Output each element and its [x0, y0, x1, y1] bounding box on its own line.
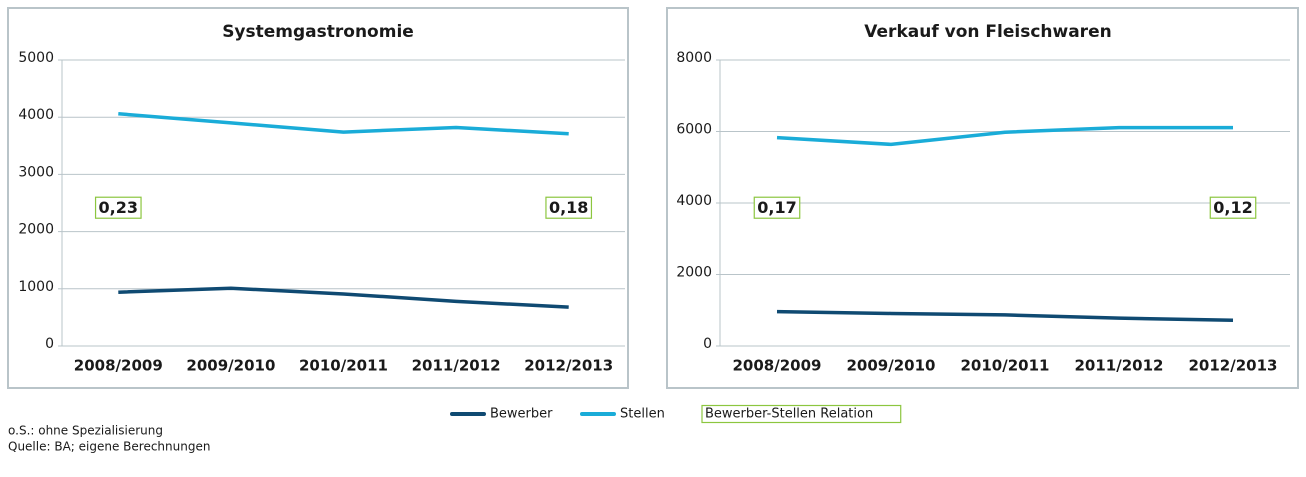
- x-tick-label: 2008/2009: [733, 357, 822, 375]
- x-tick-label: 2008/2009: [74, 357, 163, 375]
- relation-label-box: [1209, 196, 1257, 219]
- x-tick-label: 2011/2012: [412, 357, 501, 375]
- y-tick-label: 4000: [676, 193, 712, 209]
- chart-title: Systemgastronomie: [222, 22, 414, 42]
- y-tick-label: 0: [703, 336, 712, 352]
- x-tick-label: 2012/2013: [524, 357, 613, 375]
- legend-label: Bewerber-Stellen Relation: [705, 407, 873, 422]
- legend-label-box: [701, 404, 902, 424]
- series-line: [118, 286, 569, 309]
- footnote: Quelle: BA; eigene Berechnungen: [8, 440, 210, 454]
- x-tick-label: 2012/2013: [1189, 357, 1278, 375]
- x-tick-label: 2009/2010: [186, 357, 275, 375]
- series-line: [776, 309, 1234, 323]
- x-tick-label: 2009/2010: [847, 357, 936, 375]
- footnote: o.S.: ohne Spezialisierung: [8, 424, 163, 438]
- y-tick-label: 5000: [18, 50, 54, 66]
- series-line: [118, 112, 569, 136]
- relation-label-box: [545, 196, 593, 219]
- relation-label-box: [753, 196, 801, 219]
- y-tick-label: 3000: [18, 164, 54, 180]
- relation-label-box: [94, 196, 142, 219]
- relation-label: 0,17: [757, 198, 796, 217]
- x-tick-label: 2010/2011: [961, 357, 1050, 375]
- y-tick-label: 2000: [18, 222, 54, 238]
- x-tick-label: 2010/2011: [299, 357, 388, 375]
- chart-title: Verkauf von Fleischwaren: [864, 22, 1111, 42]
- y-tick-label: 1000: [18, 279, 54, 295]
- series-line: [776, 125, 1233, 147]
- y-tick-label: 6000: [676, 122, 712, 138]
- relation-label: 0,12: [1213, 198, 1252, 217]
- legend-label: Stellen: [620, 407, 665, 422]
- y-tick-label: 0: [45, 336, 54, 352]
- relation-label: 0,23: [99, 198, 138, 217]
- legend-label: Bewerber: [490, 407, 553, 422]
- x-tick-label: 2011/2012: [1075, 357, 1164, 375]
- y-tick-label: 8000: [676, 50, 712, 66]
- relation-label: 0,18: [549, 198, 588, 217]
- y-tick-label: 2000: [676, 265, 712, 281]
- y-tick-label: 4000: [18, 107, 54, 123]
